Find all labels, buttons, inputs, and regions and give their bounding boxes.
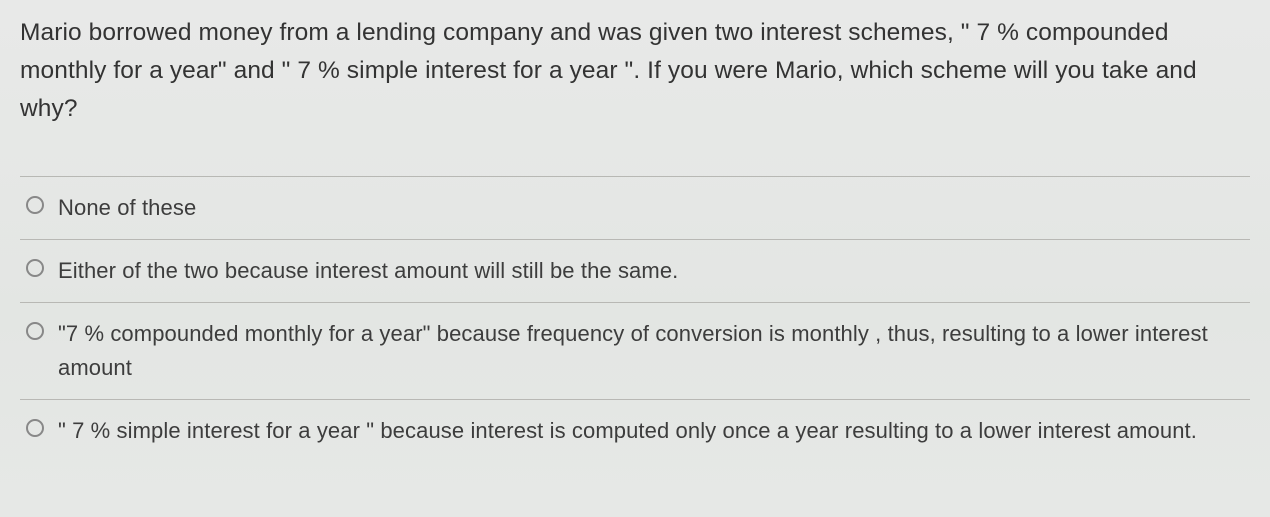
radio-icon[interactable] <box>26 419 44 437</box>
option-label: None of these <box>58 191 196 225</box>
options-list: None of these Either of the two because … <box>20 176 1250 462</box>
radio-icon[interactable] <box>26 259 44 277</box>
option-row[interactable]: " 7 % simple interest for a year " becau… <box>20 400 1250 462</box>
radio-icon[interactable] <box>26 322 44 340</box>
option-label: Either of the two because interest amoun… <box>58 254 678 288</box>
option-label: " 7 % simple interest for a year " becau… <box>58 414 1197 448</box>
question-prompt: Mario borrowed money from a lending comp… <box>20 14 1250 128</box>
option-row[interactable]: None of these <box>20 177 1250 240</box>
option-label: "7 % compounded monthly for a year" beca… <box>58 317 1244 385</box>
option-row[interactable]: Either of the two because interest amoun… <box>20 240 1250 303</box>
radio-icon[interactable] <box>26 196 44 214</box>
option-row[interactable]: "7 % compounded monthly for a year" beca… <box>20 303 1250 400</box>
